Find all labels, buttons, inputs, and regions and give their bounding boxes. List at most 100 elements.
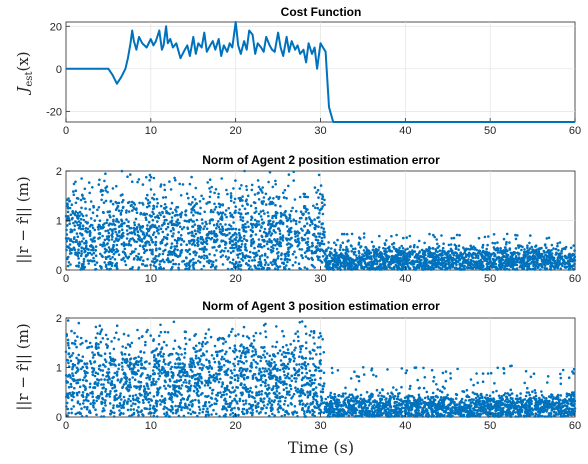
scatter-point — [122, 244, 126, 248]
scatter-point — [238, 249, 241, 252]
scatter-point — [260, 390, 264, 393]
scatter-point — [290, 374, 294, 378]
scatter-point — [123, 221, 126, 225]
scatter-point — [463, 249, 467, 253]
scatter-point — [81, 193, 84, 197]
scatter-point — [258, 229, 262, 233]
scatter-point — [545, 258, 549, 262]
scatter-point — [89, 217, 93, 220]
scatter-point — [231, 386, 234, 389]
scatter-point — [256, 223, 260, 226]
scatter-point — [138, 360, 141, 363]
scatter-point — [486, 262, 489, 266]
scatter-point — [254, 348, 257, 351]
scatter-point — [243, 383, 246, 387]
scatter-point — [318, 332, 322, 335]
scatter-point — [388, 249, 391, 253]
scatter-point — [176, 213, 179, 217]
scatter-point — [162, 360, 165, 364]
scatter-point — [246, 194, 250, 198]
scatter-point — [184, 249, 188, 252]
scatter-point — [322, 371, 326, 375]
scatter-point — [504, 242, 508, 246]
scatter-point — [161, 238, 165, 241]
scatter-point — [185, 219, 189, 223]
scatter-point — [267, 263, 270, 267]
scatter-point — [155, 226, 159, 230]
scatter-point — [82, 247, 86, 251]
scatter-point — [570, 264, 574, 268]
scatter-point — [168, 397, 171, 401]
scatter-point — [133, 363, 136, 366]
scatter-point — [532, 259, 535, 263]
scatter-point — [308, 334, 312, 337]
scatter-point — [205, 239, 209, 242]
scatter-point — [469, 258, 473, 262]
scatter-point — [82, 237, 85, 240]
scatter-point — [154, 243, 157, 247]
scatter-point — [157, 225, 161, 228]
scatter-point — [281, 222, 285, 226]
scatter-point — [194, 211, 197, 214]
scatter-point — [144, 216, 148, 219]
scatter-point — [370, 240, 374, 244]
scatter-point — [544, 268, 547, 271]
scatter-point — [321, 193, 324, 197]
scatter-point — [523, 248, 526, 251]
scatter-point — [94, 336, 98, 340]
scatter-point — [288, 357, 291, 361]
scatter-point — [520, 248, 523, 252]
scatter-point — [128, 383, 132, 387]
scatter-point — [216, 211, 219, 214]
scatter-point — [399, 250, 402, 253]
scatter-point — [224, 209, 228, 212]
scatter-point — [333, 253, 336, 257]
scatter-point — [179, 234, 183, 237]
scatter-point — [557, 254, 561, 257]
scatter-point — [212, 408, 215, 412]
scatter-point — [262, 200, 266, 203]
scatter-point — [505, 240, 508, 244]
scatter-point — [268, 230, 272, 233]
scatter-point — [214, 188, 218, 191]
scatter-point — [362, 249, 366, 252]
scatter-point — [208, 252, 211, 256]
scatter-point — [275, 247, 279, 251]
scatter-point — [276, 408, 280, 411]
scatter-point — [85, 214, 88, 217]
scatter-point — [543, 260, 547, 264]
scatter-point — [123, 376, 126, 379]
scatter-point — [162, 352, 165, 356]
scatter-point — [196, 414, 199, 418]
scatter-point — [138, 239, 141, 242]
scatter-point — [125, 229, 129, 232]
scatter-point — [231, 243, 234, 247]
scatter-point — [262, 230, 266, 234]
scatter-point — [420, 258, 423, 262]
scatter-point — [125, 209, 128, 212]
scatter-point — [128, 381, 132, 384]
scatter-point — [314, 246, 318, 249]
scatter-point — [90, 345, 94, 348]
scatter-point — [92, 206, 95, 209]
scatter-point — [93, 239, 96, 243]
scatter-point — [70, 407, 73, 411]
scatter-point — [258, 257, 262, 261]
scatter-point — [217, 202, 221, 206]
scatter-point — [261, 266, 265, 269]
scatter-point — [188, 375, 191, 378]
scatter-point — [92, 251, 96, 255]
scatter-point — [322, 351, 326, 354]
scatter-point — [72, 190, 75, 193]
scatter-point — [252, 358, 255, 362]
scatter-point — [217, 220, 220, 223]
scatter-point — [323, 235, 326, 239]
scatter-point — [134, 247, 137, 251]
scatter-point — [91, 186, 94, 189]
scatter-point — [213, 208, 216, 211]
scatter-point — [333, 249, 337, 253]
scatter-point — [231, 399, 234, 403]
scatter-point — [125, 237, 129, 240]
scatter-point — [136, 328, 139, 332]
